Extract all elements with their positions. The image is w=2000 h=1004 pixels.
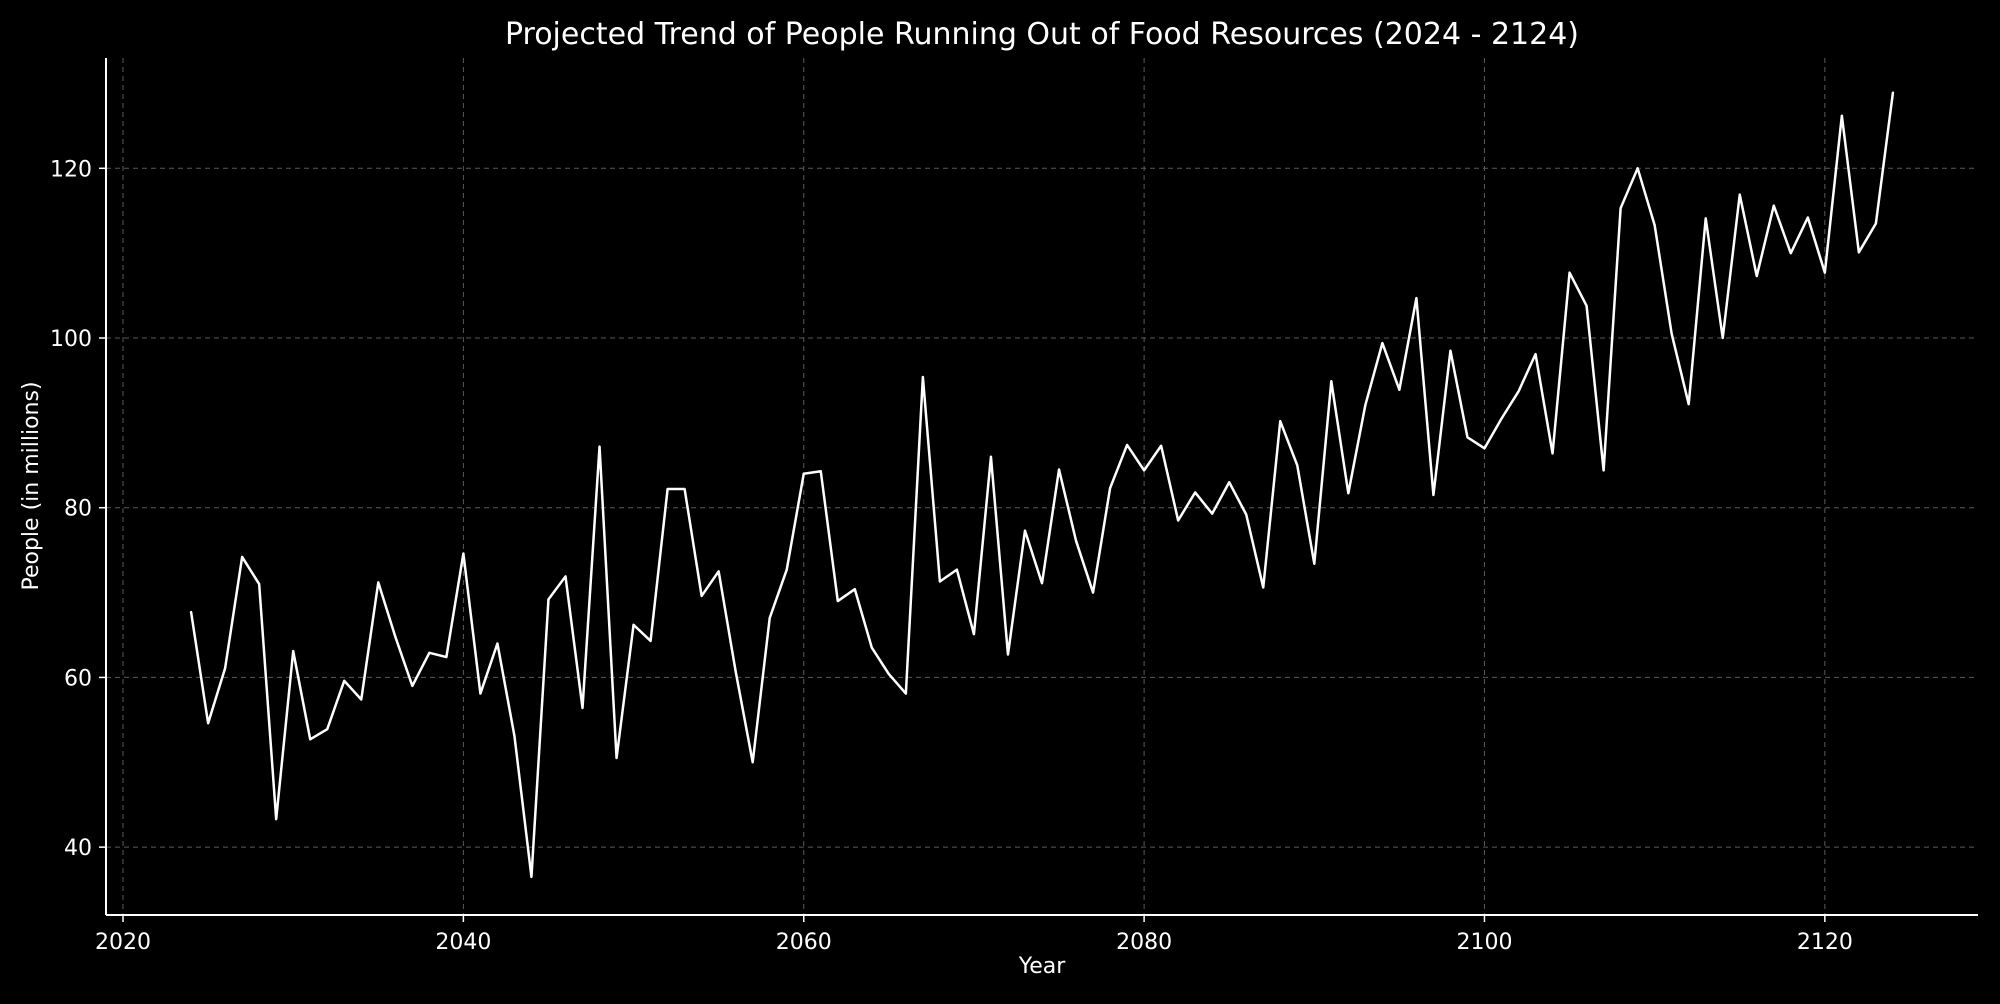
y-tick-label: 60 (64, 666, 92, 691)
x-tick-label: 2040 (435, 930, 491, 955)
x-axis-label: Year (1018, 954, 1067, 979)
y-tick-label: 120 (50, 157, 92, 182)
x-tick-label: 2060 (776, 930, 832, 955)
y-tick-label: 80 (64, 497, 92, 522)
y-tick-label: 100 (50, 327, 92, 352)
x-tick-label: 2020 (95, 930, 151, 955)
x-tick-label: 2120 (1797, 930, 1853, 955)
chart-title: Projected Trend of People Running Out of… (505, 17, 1579, 52)
x-tick-label: 2100 (1456, 930, 1512, 955)
y-tick-label: 40 (64, 836, 92, 861)
x-tick-label: 2080 (1116, 930, 1172, 955)
y-axis-label: People (in millions) (19, 381, 44, 590)
